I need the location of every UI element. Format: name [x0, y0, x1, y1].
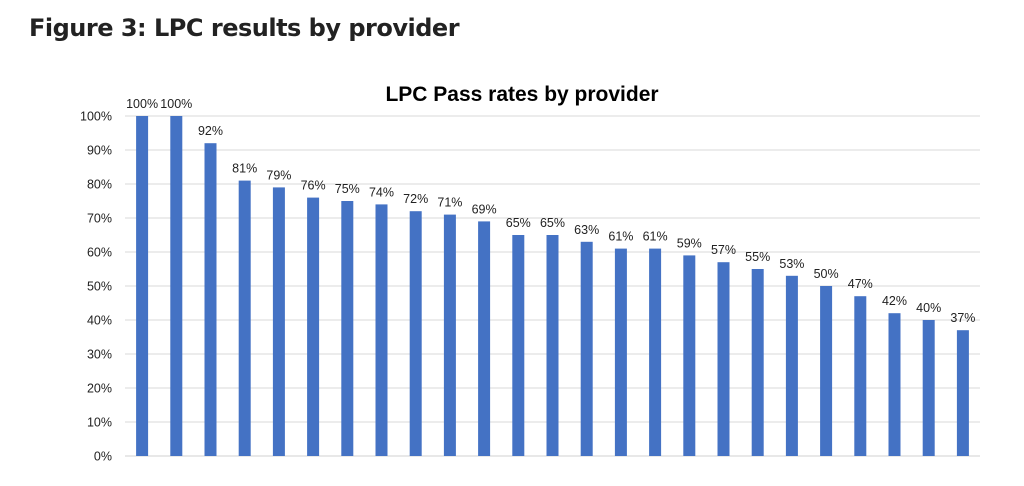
bar	[512, 235, 525, 456]
y-tick-label: 90%	[87, 144, 112, 158]
data-label: 74%	[369, 185, 394, 199]
y-tick-label: 60%	[87, 246, 112, 260]
data-label: 81%	[232, 162, 257, 176]
data-label: 40%	[916, 301, 941, 315]
data-label: 61%	[643, 230, 668, 244]
bar	[136, 116, 149, 456]
y-tick-label: 20%	[87, 382, 112, 396]
bar	[443, 214, 456, 456]
bar	[409, 211, 422, 456]
data-label: 69%	[472, 202, 497, 216]
y-axis-tick-labels: 0% 10% 20% 30% 40% 50% 60% 70% 80% 90% 100%	[80, 110, 112, 464]
data-labels: 100% 100% 92% 81% 79% 76% 75% 74% 72% 71% 69% 65% 65…	[126, 97, 975, 325]
data-label: 63%	[574, 223, 599, 237]
data-label: 53%	[779, 257, 804, 271]
bar	[170, 116, 183, 456]
bar	[820, 286, 833, 456]
bar	[204, 143, 217, 456]
bar	[751, 269, 764, 456]
data-label: 65%	[506, 216, 531, 230]
y-tick-label: 30%	[87, 348, 112, 362]
bar	[375, 204, 388, 456]
data-label: 55%	[745, 250, 770, 264]
data-label: 71%	[437, 196, 462, 210]
bars	[136, 116, 969, 456]
data-label: 57%	[711, 243, 736, 257]
y-tick-label: 70%	[87, 212, 112, 226]
data-label: 76%	[301, 179, 326, 193]
bar	[478, 221, 491, 456]
bar	[785, 275, 798, 456]
bar	[649, 248, 662, 456]
bar	[341, 201, 354, 456]
bar	[272, 187, 285, 456]
data-label: 59%	[677, 236, 702, 250]
bar	[854, 296, 867, 456]
bar	[238, 180, 251, 456]
bar	[922, 320, 935, 456]
y-tick-label: 10%	[87, 416, 112, 430]
data-label: 65%	[540, 216, 565, 230]
data-label: 92%	[198, 124, 223, 138]
bar	[956, 330, 969, 456]
data-label: 37%	[950, 311, 975, 325]
y-tick-label: 100%	[80, 110, 112, 124]
data-label: 61%	[608, 230, 633, 244]
y-tick-label: 80%	[87, 178, 112, 192]
data-label: 72%	[403, 192, 428, 206]
data-label: 79%	[266, 168, 291, 182]
bar	[580, 241, 593, 456]
data-label: 50%	[814, 267, 839, 281]
data-label: 42%	[882, 294, 907, 308]
bar	[614, 248, 627, 456]
bar	[683, 255, 696, 456]
data-label: 75%	[335, 182, 360, 196]
y-tick-label: 0%	[94, 450, 112, 464]
bar	[888, 313, 901, 456]
y-tick-label: 50%	[87, 280, 112, 294]
bar	[546, 235, 559, 456]
bar	[307, 197, 320, 456]
figure-caption: Figure 3: LPC results by provider	[29, 14, 460, 42]
data-label: 100%	[160, 97, 192, 111]
data-label: 100%	[126, 97, 158, 111]
chart-title: LPC Pass rates by provider	[385, 83, 658, 106]
y-tick-label: 40%	[87, 314, 112, 328]
data-label: 47%	[848, 277, 873, 291]
bar	[717, 262, 730, 456]
